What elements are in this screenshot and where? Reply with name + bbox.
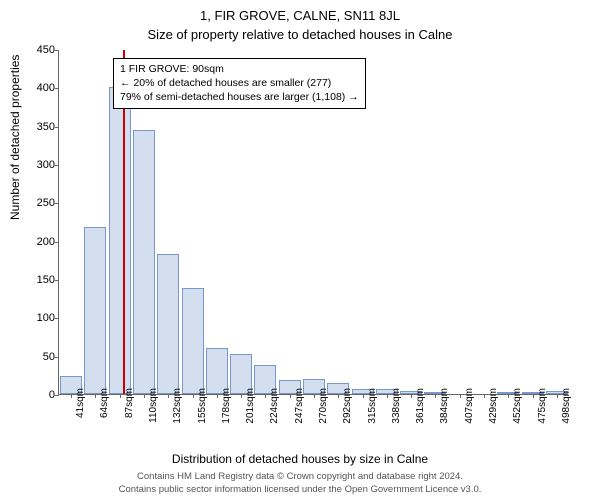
x-tick-label: 498sqm bbox=[561, 388, 572, 433]
x-tick-label: 361sqm bbox=[415, 388, 426, 433]
x-tick-label: 224sqm bbox=[269, 388, 280, 433]
y-tick-label: 50 bbox=[21, 351, 55, 363]
y-tick-label: 450 bbox=[21, 44, 55, 56]
annotation-line: 79% of semi-detached houses are larger (… bbox=[120, 90, 359, 104]
y-tick-label: 250 bbox=[21, 197, 55, 209]
footer-line2: Contains public sector information licen… bbox=[119, 484, 482, 495]
y-tick-label: 400 bbox=[21, 82, 55, 94]
footer-attribution: Contains HM Land Registry data © Crown c… bbox=[0, 471, 600, 496]
x-tick-label: 338sqm bbox=[391, 388, 402, 433]
x-tick-label: 270sqm bbox=[318, 388, 329, 433]
x-tick-label: 87sqm bbox=[124, 388, 135, 433]
histogram-bar bbox=[157, 254, 179, 394]
x-tick-label: 132sqm bbox=[172, 388, 183, 433]
x-tick-label: 201sqm bbox=[245, 388, 256, 433]
histogram-bar bbox=[182, 288, 204, 394]
annotation-line: ← 20% of detached houses are smaller (27… bbox=[120, 76, 359, 90]
histogram-bar bbox=[109, 87, 131, 394]
annotation-line: 1 FIR GROVE: 90sqm bbox=[120, 62, 359, 76]
annotation-box: 1 FIR GROVE: 90sqm← 20% of detached hous… bbox=[113, 58, 366, 109]
y-tick-label: 200 bbox=[21, 236, 55, 248]
x-tick-label: 41sqm bbox=[75, 388, 86, 433]
x-tick-label: 452sqm bbox=[512, 388, 523, 433]
x-tick-label: 407sqm bbox=[464, 388, 475, 433]
x-tick-label: 178sqm bbox=[221, 388, 232, 433]
x-tick-label: 429sqm bbox=[488, 388, 499, 433]
x-tick-label: 292sqm bbox=[342, 388, 353, 433]
y-tick-label: 300 bbox=[21, 159, 55, 171]
x-tick-label: 110sqm bbox=[148, 388, 159, 433]
histogram-bar bbox=[133, 130, 155, 394]
histogram-bar bbox=[84, 227, 106, 394]
x-axis-label: Distribution of detached houses by size … bbox=[0, 452, 600, 466]
footer-line1: Contains HM Land Registry data © Crown c… bbox=[137, 471, 463, 482]
y-tick-label: 150 bbox=[21, 274, 55, 286]
y-axis-label: Number of detached properties bbox=[8, 55, 22, 220]
subtitle: Size of property relative to detached ho… bbox=[0, 23, 600, 48]
page-title: 1, FIR GROVE, CALNE, SN11 8JL bbox=[0, 0, 600, 23]
x-tick-label: 384sqm bbox=[439, 388, 450, 433]
y-tick-label: 0 bbox=[21, 389, 55, 401]
x-tick-label: 155sqm bbox=[197, 388, 208, 433]
y-tick-label: 350 bbox=[21, 121, 55, 133]
x-tick-label: 64sqm bbox=[99, 388, 110, 433]
histogram-chart: 05010015020025030035040045041sqm64sqm87s… bbox=[58, 50, 568, 395]
x-tick-label: 315sqm bbox=[367, 388, 378, 433]
x-tick-label: 247sqm bbox=[294, 388, 305, 433]
y-tick-label: 100 bbox=[21, 312, 55, 324]
x-tick-label: 475sqm bbox=[537, 388, 548, 433]
